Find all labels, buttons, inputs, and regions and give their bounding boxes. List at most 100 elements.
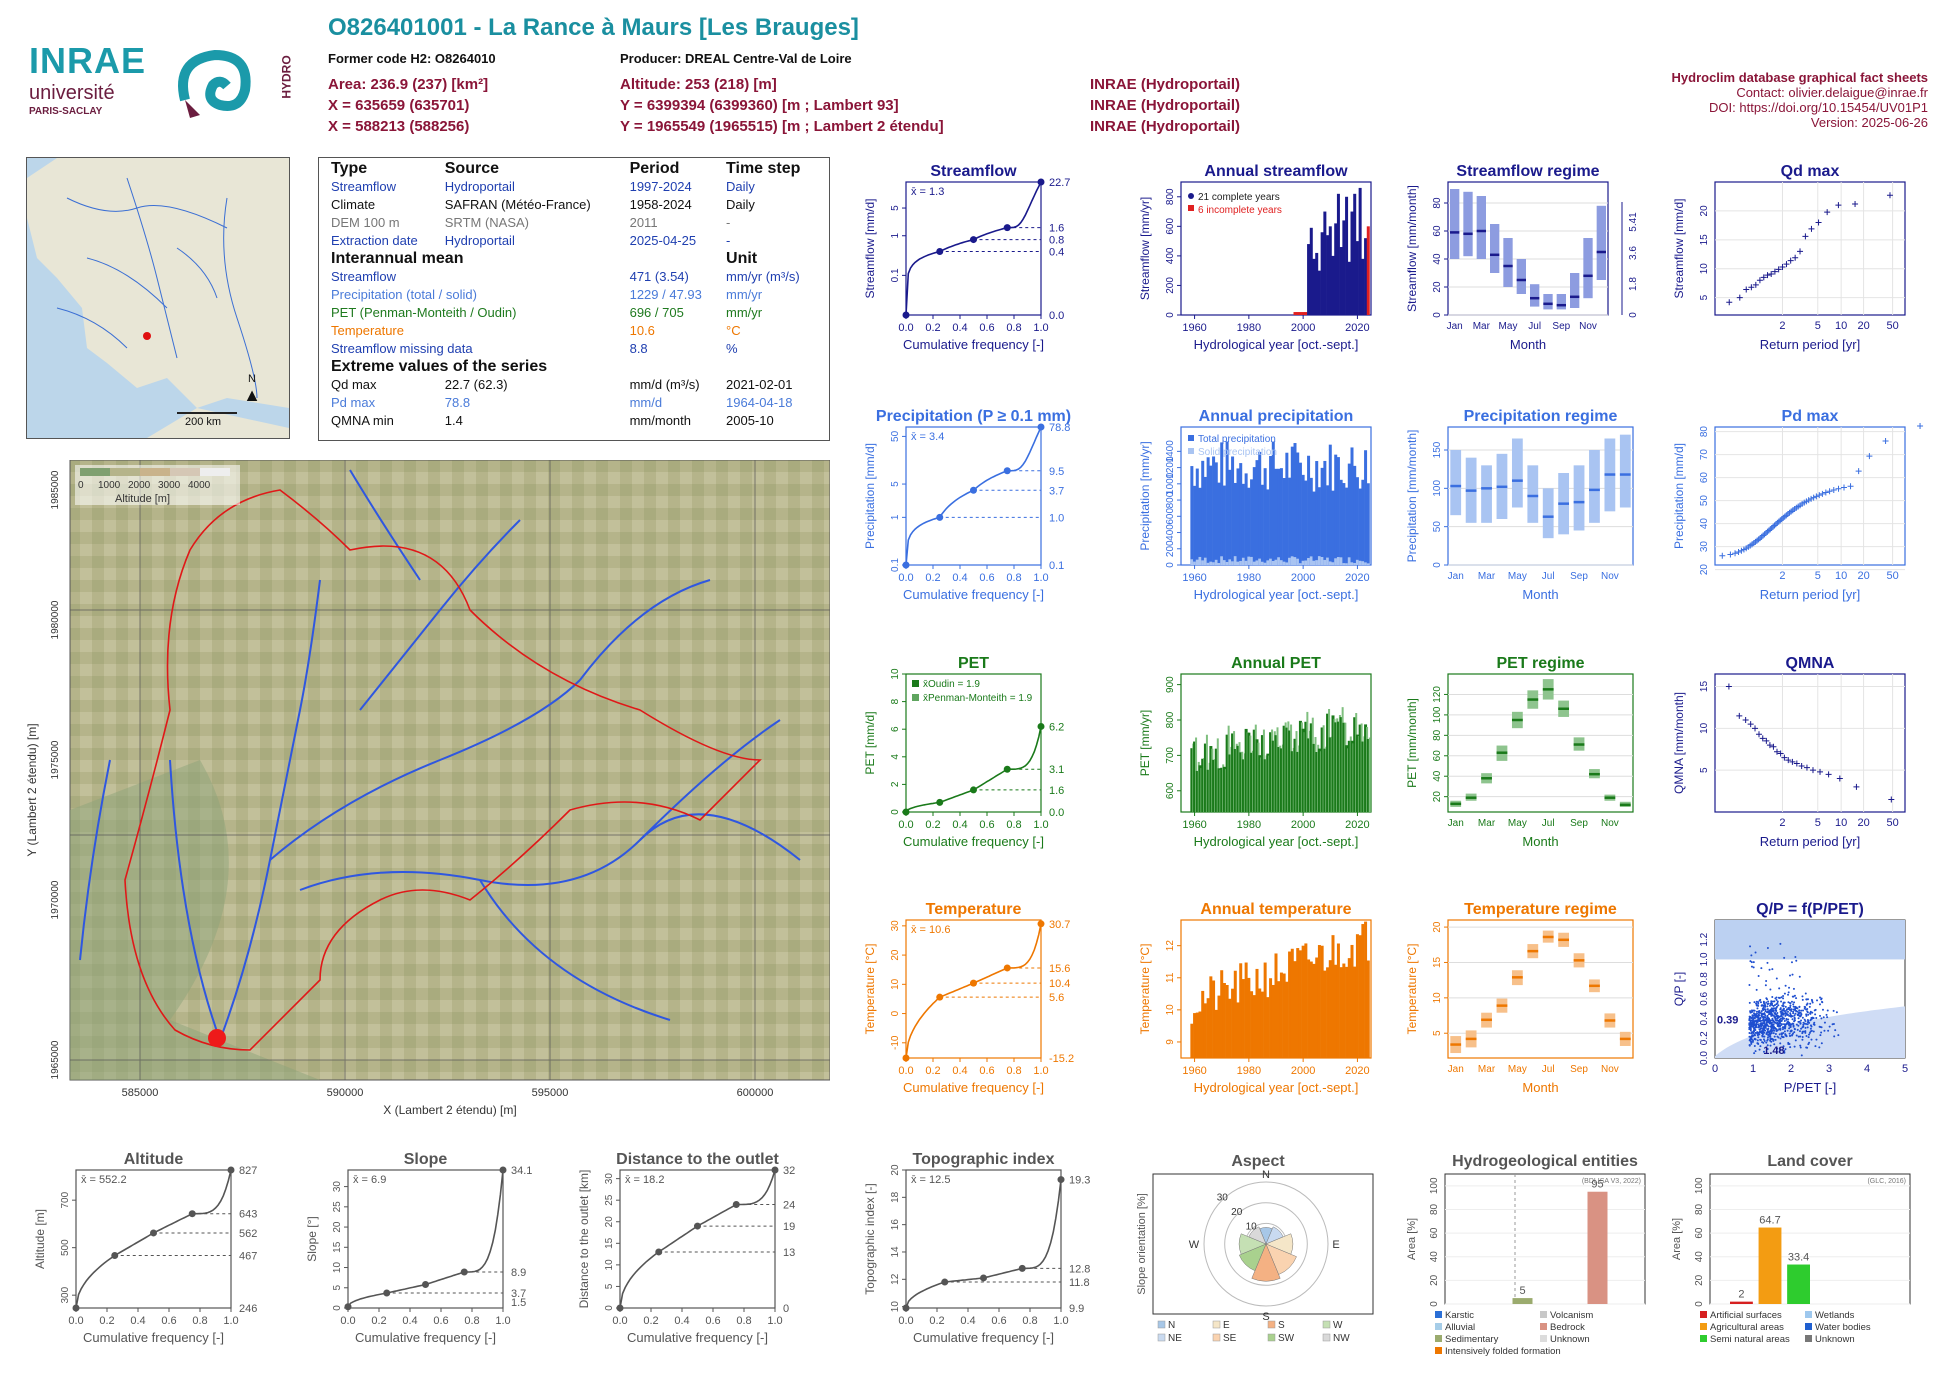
y-tick-label: 6 [890,726,901,732]
mean-unit: °C [726,323,741,338]
annual-bar [1358,488,1362,565]
legend-swatch [1540,1335,1547,1342]
scatter-point [1801,1035,1804,1038]
scatter-point [1788,1014,1791,1017]
plot-frame [1180,181,1372,316]
scatter-point [1782,1003,1785,1006]
solid-bar [1345,563,1349,565]
annual-bar [1350,447,1354,565]
y-tick-label: 20 [1699,564,1710,576]
y-tick-label: 400 [1165,247,1176,264]
x-tick-label: May [1499,321,1518,332]
regime-box [1516,259,1526,294]
altitude-legend-tick: 3000 [158,480,181,491]
solid-bar [1236,561,1240,565]
annual-bar [1293,443,1297,565]
annual-bar [1347,958,1351,1058]
annual-bar [1293,961,1297,1058]
x-tick-label: Jan [1448,818,1464,829]
scatter-point [1765,1022,1768,1025]
scatter-point [1790,1023,1793,1026]
annual-bar [1334,964,1338,1058]
solid-bar [1361,561,1365,565]
chart-title: Streamflow [930,163,1017,180]
scatter-point [1799,1046,1802,1049]
y-tick-label: 10 [604,1259,615,1271]
y-tick-label: 60 [1432,225,1443,237]
x-tick-label: 0.8 [464,1315,479,1327]
scatter-point [1782,1005,1785,1008]
row-step: - [726,233,731,248]
scatter-point [1797,1035,1800,1038]
x-tick-label: 2000 [1291,819,1315,831]
quantile-point [902,1304,910,1312]
annual-bar [1309,227,1313,315]
scatter-point [1780,1035,1783,1038]
data-point [1835,485,1842,492]
y-tick-label: 20 [1694,1274,1705,1286]
solid-bar [1255,560,1259,565]
y-tick-label: 30 [604,1173,615,1185]
solid-bar [1298,563,1302,565]
quantile-point [902,808,910,816]
quantile-label: 0 [783,1303,789,1315]
scatter-point [1802,1021,1805,1024]
solid-bar [1301,560,1305,565]
mean-label: x̄ = 10.6 [911,924,950,936]
annual-bar [1290,751,1294,812]
annual-bar [1366,960,1370,1058]
annual-bar [1355,477,1359,565]
scatter-point [1789,1013,1792,1016]
mean-value: 1229 / 47.93 [629,287,702,302]
y-axis-label: Precipitation [mm/yr] [1138,441,1152,550]
y-tick-label: 1.0 [1699,952,1710,966]
north-arrow-icon: N ▲ [243,373,261,405]
solid-bar [1198,556,1202,565]
annual-bar [1353,717,1357,812]
scatter-point [1759,1045,1762,1048]
scatter-point [1778,1028,1781,1031]
chart-title: Topographic index [913,1151,1055,1168]
y-tick-label: 700 [60,1191,71,1208]
y-tick-label: 16 [890,1219,901,1231]
solid-bar [1290,556,1294,565]
x-tick-label: 0.2 [643,1315,658,1327]
solid-bar [1279,560,1283,565]
annual-bar [1315,957,1319,1058]
x-tick-label: 2000 [1291,1065,1315,1077]
quantile-point [936,248,944,256]
version: Version: 2025-06-26 [1810,115,1928,130]
x-tick-label: 2020 [1345,572,1369,584]
x-axis-label: Cumulative frequency [-] [627,1330,768,1345]
quantile-point [188,1210,196,1218]
y-tick-label: 15 [604,1237,615,1249]
y-tick-label: 100 [1432,480,1443,497]
solid-bar [1250,556,1254,565]
scatter-point [1787,1018,1790,1021]
row-source: SRTM (NASA) [444,215,530,230]
legend-label: N [1168,1320,1175,1331]
chart-title: Pd max [1782,408,1839,425]
quantile-label: 5.6 [1049,992,1064,1004]
annual-bar [1266,489,1270,565]
solid-bar [1277,557,1281,565]
hydro-vertical-label: HYDRO [279,55,294,99]
y-axis-label: Altitude [m] [33,1209,47,1269]
x-tick-label: Jan [1448,571,1464,582]
y-tick-label: 150 [1432,441,1443,458]
annual-bar [1195,468,1199,565]
data-point [1855,468,1862,475]
y-tick-label: 900 [1165,676,1176,693]
mean-unit: % [726,341,738,356]
row-step: - [726,215,731,230]
annual-bar [1345,196,1349,315]
annual-bar [1247,732,1251,812]
y-tick-label: 60 [1432,750,1443,762]
quantile-point [1003,224,1011,232]
scatter-point [1802,1023,1805,1026]
scatter-point [1748,1044,1751,1047]
x-tick-label: 0.4 [952,819,967,831]
y-tick-label: 10 [890,668,901,680]
scatter-point [1748,1015,1751,1018]
x-axis-label: Hydrological year [oct.-sept.] [1194,337,1359,352]
